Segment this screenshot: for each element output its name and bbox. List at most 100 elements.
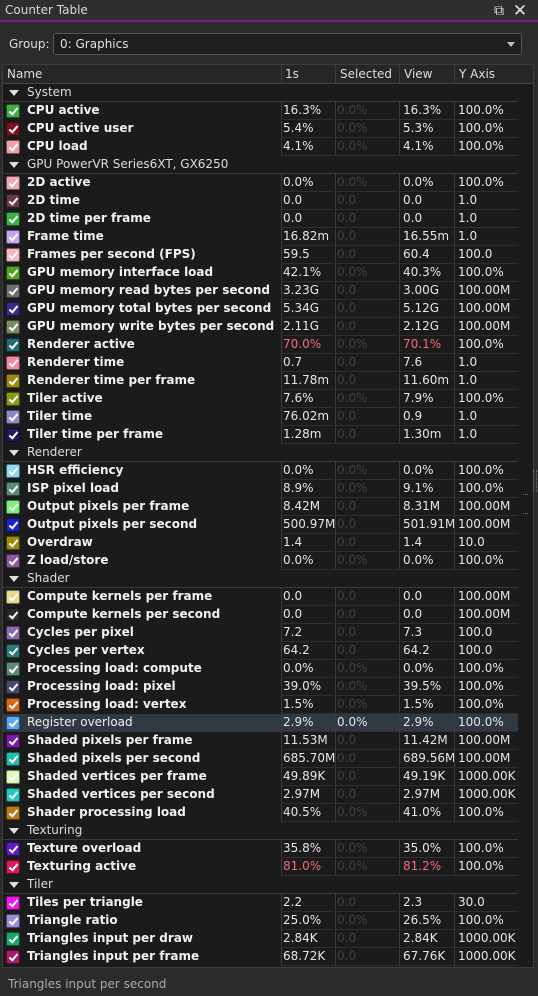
group-header-texturing[interactable]: Texturing xyxy=(3,822,518,840)
counter-checkbox[interactable] xyxy=(6,410,20,424)
collapse-triangle-icon[interactable] xyxy=(9,162,19,168)
counter-row-texturing-active[interactable]: Texturing active 81.0% 0.0% 81.2% 100.0% xyxy=(3,858,518,876)
vertical-scrollbar[interactable] xyxy=(518,84,533,967)
counter-checkbox[interactable] xyxy=(6,356,20,370)
counter-checkbox[interactable] xyxy=(6,464,20,478)
counter-checkbox[interactable] xyxy=(6,932,20,946)
counter-checkbox[interactable] xyxy=(6,248,20,262)
counter-checkbox[interactable] xyxy=(6,626,20,640)
counter-row-processing-load-compute[interactable]: Processing load: compute 0.0% 0.0% 0.0% 100.… xyxy=(3,660,518,678)
counter-checkbox[interactable] xyxy=(6,590,20,604)
counter-row-triangles-input-per-frame[interactable]: Triangles input per frame 68.72K 0.0 67.76K… xyxy=(3,948,518,966)
collapse-triangle-icon[interactable] xyxy=(9,882,19,888)
counter-checkbox[interactable] xyxy=(6,734,20,748)
counter-row-shader-processing-load[interactable]: Shader processing load 40.5% 0.0% 41.0% 100.… xyxy=(3,804,518,822)
counter-row-processing-load-pixel[interactable]: Processing load: pixel 39.0% 0.0% 39.5% 100.… xyxy=(3,678,518,696)
column-header-y-axis[interactable]: Y Axis xyxy=(459,67,496,81)
counter-checkbox[interactable] xyxy=(6,338,20,352)
counter-row-cpu-load[interactable]: CPU load 4.1% 0.0% 4.1% 100.0% xyxy=(3,138,518,156)
counter-row-gpu-memory-total-bytes-per-second[interactable]: GPU memory total bytes per second 5.34G 0.… xyxy=(3,300,518,318)
counter-row-cpu-active-user[interactable]: CPU active user 5.4% 0.0% 5.3% 100.0% xyxy=(3,120,518,138)
counter-checkbox[interactable] xyxy=(6,770,20,784)
counter-row-frame-time[interactable]: Frame time 16.82m 0.0 16.55m 1.0 xyxy=(3,228,518,246)
counter-row-shaded-pixels-per-second[interactable]: Shaded pixels per second 685.70M 0.0 689.56… xyxy=(3,750,518,768)
counter-row-shaded-vertices-per-second[interactable]: Shaded vertices per second 2.97M 0.0 2.97M 1… xyxy=(3,786,518,804)
counter-row-renderer-time[interactable]: Renderer time 0.7 0.0 7.6 1.0 xyxy=(3,354,518,372)
counter-checkbox[interactable] xyxy=(6,950,20,964)
counter-checkbox[interactable] xyxy=(6,284,20,298)
counter-checkbox[interactable] xyxy=(6,122,20,136)
column-divider[interactable] xyxy=(399,65,400,84)
counter-checkbox[interactable] xyxy=(6,104,20,118)
counter-checkbox[interactable] xyxy=(6,896,20,910)
group-header-renderer[interactable]: Renderer xyxy=(3,444,518,462)
counter-checkbox[interactable] xyxy=(6,500,20,514)
counter-row-gpu-memory-read-bytes-per-second[interactable]: GPU memory read bytes per second 3.23G 0.0… xyxy=(3,282,518,300)
counter-checkbox[interactable] xyxy=(6,644,20,658)
counter-checkbox[interactable] xyxy=(6,374,20,388)
counter-row-2d-time-per-frame[interactable]: 2D time per frame 0.0 0.0 0.0 1.0 xyxy=(3,210,518,228)
counter-row-hsr-efficiency[interactable]: HSR efficiency 0.0% 0.0% 0.0% 100.0% xyxy=(3,462,518,480)
counter-checkbox[interactable] xyxy=(6,662,20,676)
counter-row-register-overload[interactable]: Register overload 2.9% 0.0% 2.9% 100.0% xyxy=(3,714,518,732)
column-header-1s[interactable]: 1s xyxy=(285,67,299,81)
counter-checkbox[interactable] xyxy=(6,788,20,802)
group-dropdown[interactable]: 0: Graphics xyxy=(53,33,522,55)
counter-checkbox[interactable] xyxy=(6,302,20,316)
counter-checkbox[interactable] xyxy=(6,194,20,208)
counter-row-isp-pixel-load[interactable]: ISP pixel load 8.9% 0.0% 9.1% 100.0% xyxy=(3,480,518,498)
counter-checkbox[interactable] xyxy=(6,752,20,766)
counter-row-output-pixels-per-frame[interactable]: Output pixels per frame 8.42M 0.0 8.31M 100.… xyxy=(3,498,518,516)
counter-checkbox[interactable] xyxy=(6,518,20,532)
counter-row-processing-load-vertex[interactable]: Processing load: vertex 1.5% 0.0% 1.5% 100.0… xyxy=(3,696,518,714)
counter-row-tiles-per-triangle[interactable]: Tiles per triangle 2.2 0.0 2.3 30.0 xyxy=(3,894,518,912)
counter-checkbox[interactable] xyxy=(6,860,20,874)
counter-checkbox[interactable] xyxy=(6,212,20,226)
counter-row-frames-per-second-fps[interactable]: Frames per second (FPS) 59.5 0.0 60.4 100.0 xyxy=(3,246,518,264)
counter-checkbox[interactable] xyxy=(6,266,20,280)
group-header-gpu-powervr-series6xt-gx6250[interactable]: GPU PowerVR Series6XT, GX6250 xyxy=(3,156,518,174)
counter-row-texture-overload[interactable]: Texture overload 35.8% 0.0% 35.0% 100.0% xyxy=(3,840,518,858)
counter-checkbox[interactable] xyxy=(6,536,20,550)
counter-row-tiler-time-per-frame[interactable]: Tiler time per frame 1.28m 0.0 1.30m 1.0 xyxy=(3,426,518,444)
counter-row-compute-kernels-per-second[interactable]: Compute kernels per second 0.0 0.0 0.0 100.0… xyxy=(3,606,518,624)
counter-row-triangles-input-per-draw[interactable]: Triangles input per draw 2.84K 0.0 2.84K 100… xyxy=(3,930,518,948)
column-divider[interactable] xyxy=(454,65,455,84)
group-header-shader[interactable]: Shader xyxy=(3,570,518,588)
counter-checkbox[interactable] xyxy=(6,680,20,694)
counter-row-renderer-active[interactable]: Renderer active 70.0% 0.0% 70.1% 100.0% xyxy=(3,336,518,354)
counter-row-z-load-store[interactable]: Z load/store 0.0% 0.0% 0.0% 100.0% xyxy=(3,552,518,570)
column-header-selected[interactable]: Selected xyxy=(340,67,393,81)
close-icon[interactable]: ✕ xyxy=(512,1,528,21)
counter-row-2d-active[interactable]: 2D active 0.0% 0.0% 0.0% 100.0% xyxy=(3,174,518,192)
counter-checkbox[interactable] xyxy=(6,428,20,442)
counter-row-2d-time[interactable]: 2D time 0.0 0.0 0.0 1.0 xyxy=(3,192,518,210)
counter-row-cpu-active[interactable]: CPU active 16.3% 0.0% 16.3% 100.0% xyxy=(3,102,518,120)
counter-row-gpu-memory-interface-load[interactable]: GPU memory interface load 42.1% 0.0% 40.3% 1… xyxy=(3,264,518,282)
counter-checkbox[interactable] xyxy=(6,392,20,406)
counter-checkbox[interactable] xyxy=(6,716,20,730)
counter-checkbox[interactable] xyxy=(6,806,20,820)
counter-row-output-pixels-per-second[interactable]: Output pixels per second 500.97M 0.0 501.91… xyxy=(3,516,518,534)
counter-row-tiler-active[interactable]: Tiler active 7.6% 0.0% 7.9% 100.0% xyxy=(3,390,518,408)
counter-row-tiler-time[interactable]: Tiler time 76.02m 0.0 0.9 1.0 xyxy=(3,408,518,426)
restore-icon[interactable]: ⧉ xyxy=(494,3,504,19)
collapse-triangle-icon[interactable] xyxy=(9,90,19,96)
counter-row-compute-kernels-per-frame[interactable]: Compute kernels per frame 0.0 0.0 0.0 100.00… xyxy=(3,588,518,606)
group-header-tiler[interactable]: Tiler xyxy=(3,876,518,894)
counter-checkbox[interactable] xyxy=(6,842,20,856)
collapse-triangle-icon[interactable] xyxy=(9,450,19,456)
counter-row-shaded-vertices-per-frame[interactable]: Shaded vertices per frame 49.89K 0.0 49.19K… xyxy=(3,768,518,786)
resize-handle[interactable] xyxy=(533,470,537,492)
collapse-triangle-icon[interactable] xyxy=(9,576,19,582)
column-divider[interactable] xyxy=(335,65,336,84)
counter-checkbox[interactable] xyxy=(6,698,20,712)
counter-checkbox[interactable] xyxy=(6,140,20,154)
counter-row-triangle-ratio[interactable]: Triangle ratio 25.0% 0.0% 26.5% 100.0% xyxy=(3,912,518,930)
column-divider[interactable] xyxy=(281,65,282,84)
counter-checkbox[interactable] xyxy=(6,230,20,244)
collapse-triangle-icon[interactable] xyxy=(9,828,19,834)
column-header-name[interactable]: Name xyxy=(7,67,43,81)
counter-row-renderer-time-per-frame[interactable]: Renderer time per frame 11.78m 0.0 11.60m 1.… xyxy=(3,372,518,390)
counter-row-gpu-memory-write-bytes-per-second[interactable]: GPU memory write bytes per second 2.11G 0.… xyxy=(3,318,518,336)
